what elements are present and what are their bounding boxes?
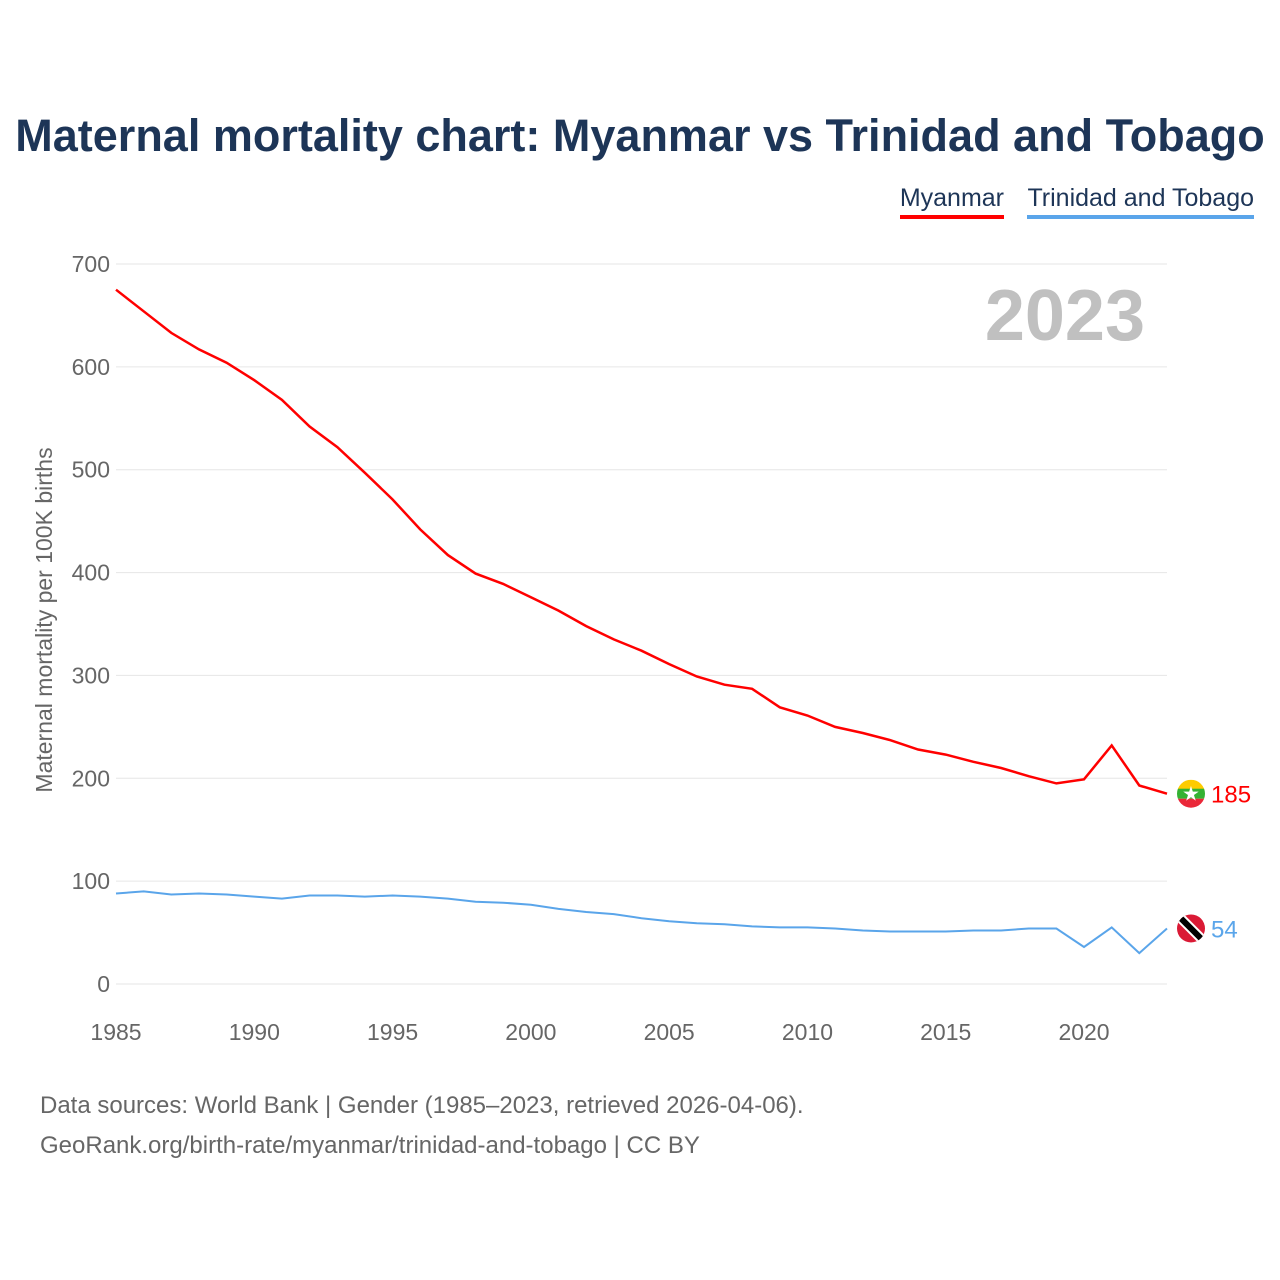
- y-tick-label: 300: [72, 662, 110, 688]
- y-tick-label: 200: [72, 765, 110, 791]
- star-icon: ★: [1182, 784, 1200, 806]
- y-tick-label: 400: [72, 560, 110, 586]
- x-tick-label: 1995: [367, 1019, 418, 1045]
- end-value-label: 185: [1211, 782, 1251, 809]
- x-tick-label: 2005: [644, 1019, 695, 1045]
- y-tick-label: 600: [72, 354, 110, 380]
- y-tick-label: 0: [97, 971, 110, 997]
- y-tick-label: 700: [72, 251, 110, 277]
- data-source: Data sources: World Bank | Gender (1985–…: [40, 1092, 804, 1119]
- year-label: 2023: [985, 276, 1145, 356]
- source-link[interactable]: GeoRank.org/birth-rate/myanmar/trinidad-…: [40, 1132, 700, 1159]
- x-tick-label: 1990: [229, 1019, 280, 1045]
- series-line-myanmar: [115, 288, 1168, 795]
- y-tick-label: 100: [72, 868, 110, 894]
- legend-myanmar[interactable]: Myanmar: [899, 184, 1004, 219]
- end-value-label: 54: [1211, 916, 1238, 943]
- chart-title: Maternal mortality chart: Myanmar vs Tri…: [15, 110, 1265, 161]
- x-tick-label: 1985: [90, 1019, 141, 1045]
- x-tick-label: 2015: [920, 1019, 971, 1045]
- myanmar-flag-icon: [1177, 779, 1205, 808]
- series-line-trinidad-and-tobago: [115, 890, 1168, 955]
- y-axis-label: Maternal mortality per 100K births: [31, 447, 57, 792]
- legend-trinidad-and-tobago[interactable]: Trinidad and Tobago: [1027, 184, 1254, 219]
- x-tick-label: 2010: [782, 1019, 833, 1045]
- x-tick-label: 2000: [505, 1019, 556, 1045]
- x-tick-label: 2020: [1058, 1019, 1109, 1045]
- footer: Data sources: World Bank | Gender (1985–…: [40, 1086, 804, 1166]
- y-tick-label: 500: [72, 457, 110, 483]
- trinidad-and-tobago-flag-icon: [1177, 914, 1205, 943]
